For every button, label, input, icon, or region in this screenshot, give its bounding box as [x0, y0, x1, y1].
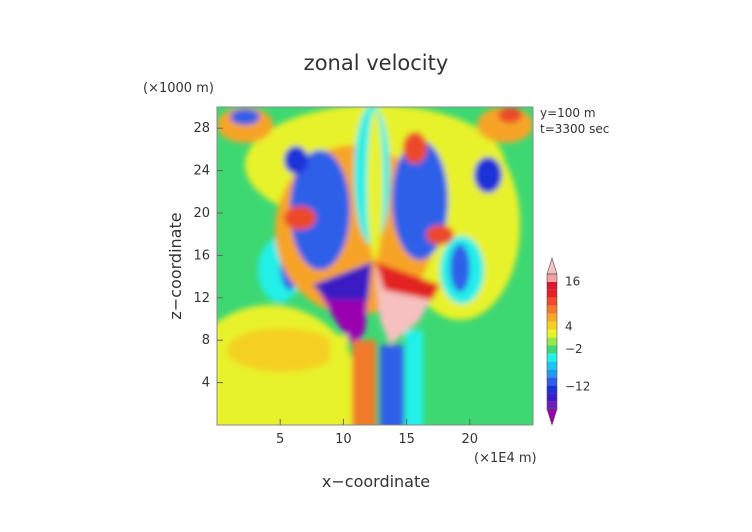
colorbar-segment: [547, 321, 557, 330]
x-tick-label: 5: [276, 432, 284, 447]
x-unit-label: (×1E4 m): [474, 451, 537, 466]
colorbar-segment: [547, 385, 557, 394]
colorbar-segment: [547, 401, 557, 409]
wedge-blue-right: [450, 244, 470, 292]
y-tick-label: 20: [193, 206, 210, 221]
colorbar-segment: [547, 305, 557, 314]
colorbar-tick-label: 4: [565, 320, 573, 334]
colorbar-segment: [547, 329, 557, 338]
column-blue: [380, 345, 404, 425]
y-axis-ticks: 4 8 12 16 20 24 28: [193, 121, 223, 391]
colorbar-max-arrow: [546, 256, 558, 275]
colorbar-segment: [547, 369, 557, 378]
y-tick-label: 8: [202, 333, 210, 348]
colorbar-segment: [547, 337, 557, 346]
colorbar-segment: [547, 393, 557, 402]
x-axis-label: x−coordinate: [322, 472, 430, 491]
band-orange-left-low: [227, 328, 337, 372]
column-red: [352, 340, 376, 425]
y-tick-label: 4: [202, 376, 210, 391]
plot-frame: [216, 106, 534, 426]
jet-red-upper: [403, 132, 427, 164]
x-tick-label: 20: [462, 432, 479, 447]
colorbar-segment: [547, 281, 557, 290]
colorbar-segment: [547, 345, 557, 354]
y-axis-label: z−coordinate: [166, 212, 185, 319]
colorbar-segment: [547, 361, 557, 370]
x-axis-ticks: 5 10 15 20: [276, 419, 478, 447]
band-red-topright: [498, 107, 522, 123]
column-yellow: [330, 335, 348, 425]
y-tick-label: 28: [193, 121, 210, 136]
jet-red-left: [284, 206, 316, 230]
y-tick-label: 12: [193, 291, 210, 306]
jet-darkblue-left: [284, 146, 308, 174]
annotation-t: t=3300 sec: [540, 122, 609, 136]
colorbar-tick-label: −2: [565, 342, 583, 356]
jet-darkblue-right: [474, 157, 502, 193]
colorbar-segment: [547, 377, 557, 386]
colorbar-segment: [547, 313, 557, 322]
y-tick-label: 24: [193, 164, 210, 179]
band-blue-topleft: [230, 109, 260, 125]
colorbar-tick-label: 16: [565, 275, 580, 289]
colorbar-min-arrow: [546, 408, 558, 427]
velocity-field: [217, 107, 533, 425]
colorbar-frame: [546, 273, 558, 410]
x-tick-label: 15: [398, 432, 415, 447]
colorbar-tick-label: −12: [565, 380, 590, 394]
x-tick-label: 10: [335, 432, 352, 447]
colorbar-segment: [547, 289, 557, 298]
colorbar-segment: [547, 274, 557, 282]
jet-blue-left: [290, 150, 350, 270]
lobe-red-right: [376, 262, 440, 300]
column-cyan: [405, 330, 423, 425]
colorbar-segment: [547, 297, 557, 306]
y-tick-label: 16: [193, 248, 210, 263]
jet-red-right: [426, 225, 454, 245]
colorbar-segment: [547, 353, 557, 362]
chart-title: zonal velocity: [304, 51, 449, 75]
y-unit-label: (×1000 m): [143, 81, 214, 96]
annotation-y: y=100 m: [540, 106, 596, 120]
colorbar: 16 4 −2 −12: [546, 256, 590, 427]
lobe-blue-left: [312, 262, 372, 300]
jet-yellow-center: [367, 110, 383, 260]
